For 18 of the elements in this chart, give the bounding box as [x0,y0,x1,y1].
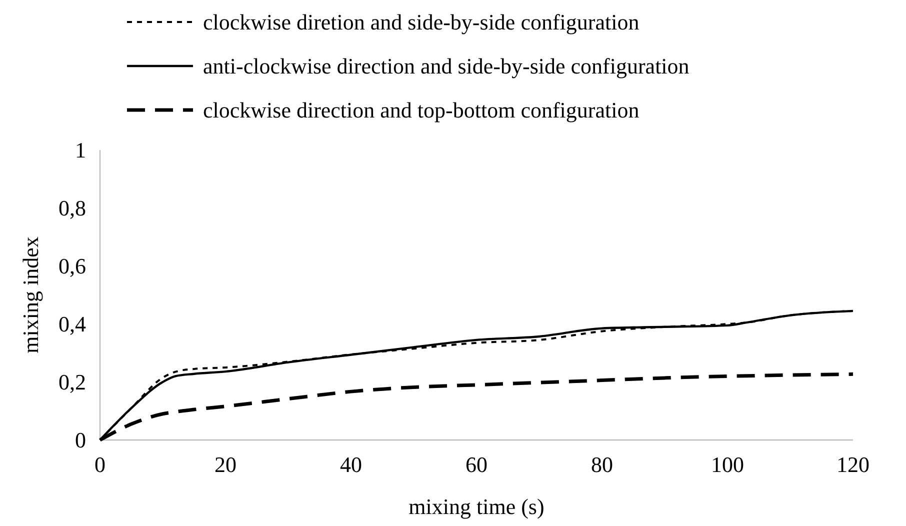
y-tick-label: 0,6 [58,254,86,278]
y-tick-label: 0,2 [58,370,86,394]
y-tick-label: 0,8 [58,196,86,220]
legend-label: clockwise direction and top-bottom configuration [203,98,640,122]
x-tick-label: 60 [466,452,488,477]
legend-label: anti-clockwise direction and side-by-side configuration [203,54,690,78]
x-axis-title: mixing time (s) [408,494,544,519]
x-tick-label: 20 [214,452,236,477]
y-tick-label: 0 [75,428,86,452]
x-tick-label: 0 [94,452,106,477]
x-tick-label: 100 [711,452,744,477]
y-tick-label: 0,4 [58,312,86,336]
x-tick-label: 40 [340,452,362,477]
x-tick-label: 120 [836,452,870,477]
y-tick-label: 1 [75,138,86,162]
y-axis-title: mixing index [18,236,43,354]
x-tick-label: 80 [591,452,613,477]
legend-label: clockwise diretion and side-by-side configuration [203,10,640,34]
